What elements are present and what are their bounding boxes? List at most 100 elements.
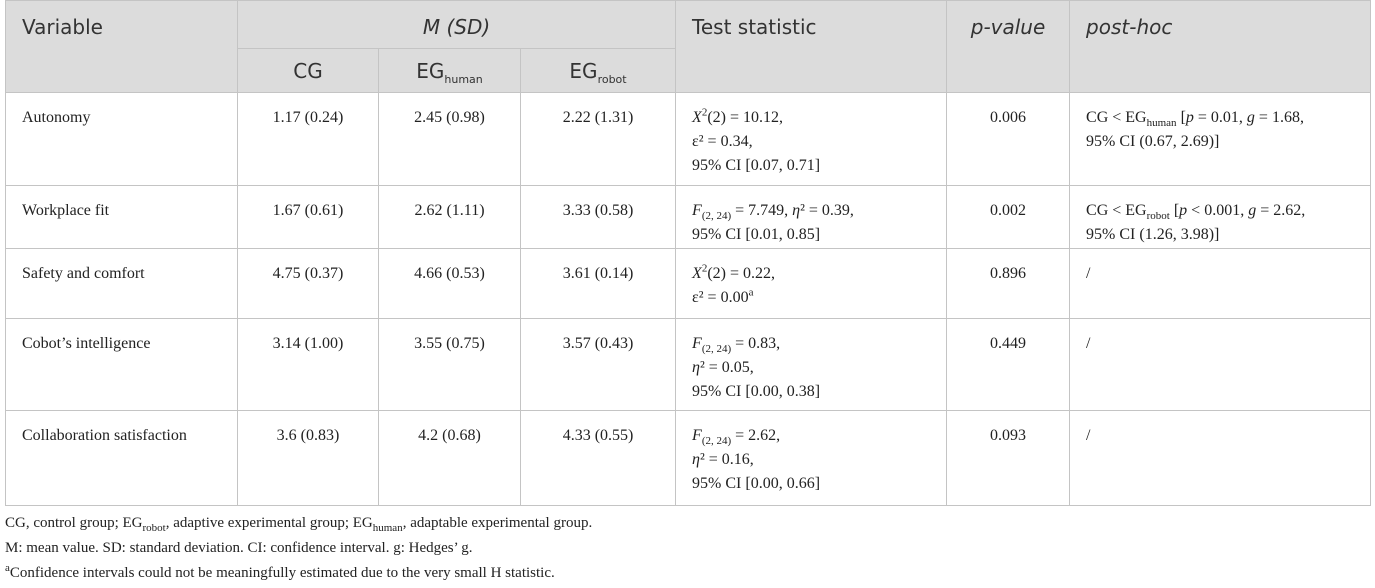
- text-line: 95% CI (1.26, 3.98)]: [1086, 223, 1370, 247]
- table-header: Variable M (SD) Test statistic p-value p…: [5, 0, 1372, 93]
- header-text: M (SD): [422, 15, 491, 39]
- table-row: Workplace fit 1.67 (0.61) 2.62 (1.11) 3.33 …: [5, 185, 1372, 249]
- text-run: = 1.68,: [1254, 109, 1304, 126]
- text-line: 95% CI [0.07, 0.71]: [692, 154, 946, 178]
- value-cell: 4.66 (0.53): [378, 248, 521, 319]
- footnotes: CG, control group; EGrobot, adaptive exp…: [5, 511, 592, 586]
- header-cell: M (SD): [236, 0, 677, 49]
- text-run: p: [1185, 109, 1194, 126]
- text-run: (2, 24): [701, 435, 732, 448]
- text-run: ε² = 0.00: [692, 289, 749, 306]
- text-run: , adaptable experimental group.: [402, 515, 593, 531]
- text-run: (2) = 0.22,: [707, 265, 775, 282]
- text-run: 95% CI [0.07, 0.71]: [692, 157, 821, 174]
- value-cell: 1.17 (0.24): [237, 92, 379, 186]
- value-cell: 2.62 (1.11): [378, 185, 521, 249]
- text-line: 95% CI [0.01, 0.85]: [692, 223, 946, 247]
- value-cell: 3.61 (0.14): [519, 248, 677, 319]
- text-line: 95% CI (0.67, 2.69)]: [1086, 130, 1370, 154]
- value-cell: 4.2 (0.68): [378, 410, 521, 506]
- header-cell: Test statistic: [675, 0, 948, 93]
- text-line: aConfidence intervals could not be meani…: [5, 561, 592, 586]
- text-line: /: [1086, 262, 1370, 286]
- test-cell: X2(2) = 0.22, ε² = 0.00a: [675, 248, 948, 319]
- header-cell: EGrobot: [519, 48, 677, 93]
- text-run: η: [692, 359, 700, 376]
- p-value-cell: 0.449: [946, 318, 1071, 411]
- variable-cell: Collaboration satisfaction: [5, 410, 238, 506]
- text-run: F: [692, 335, 702, 352]
- variable-cell: Autonomy: [5, 92, 238, 186]
- text-line: /: [1086, 332, 1370, 356]
- value-cell: 3.6 (0.83): [237, 410, 379, 506]
- text-line: ε² = 0.34,: [692, 130, 946, 154]
- text-line: /: [1086, 424, 1370, 448]
- text-run: /: [1086, 427, 1091, 444]
- value-cell: 4.33 (0.55): [519, 410, 677, 506]
- text-run: = 2.62,: [731, 427, 781, 444]
- value-cell: 3.55 (0.75): [378, 318, 521, 411]
- text-run: g: [1248, 202, 1257, 219]
- table-row: Cobot’s intelligence 3.14 (1.00) 3.55 (0.7…: [5, 318, 1372, 411]
- text-run: /: [1086, 265, 1091, 282]
- test-cell: F(2, 24) = 2.62, η² = 0.16, 95% CI [0.00, …: [675, 410, 948, 506]
- text-run: F: [692, 202, 702, 219]
- text-run: [: [1176, 109, 1186, 126]
- header-cell: p-value: [946, 0, 1071, 93]
- text-run: robot: [142, 522, 166, 534]
- table-row: Safety and comfort 4.75 (0.37) 4.66 (0.53)…: [5, 248, 1372, 319]
- test-cell: F(2, 24) = 0.83, η² = 0.05, 95% CI [0.00, …: [675, 318, 948, 411]
- text-run: a: [748, 286, 754, 299]
- value-cell: 3.33 (0.58): [519, 185, 677, 249]
- header-text: p-value: [970, 15, 1046, 39]
- text-run: /: [1086, 335, 1091, 352]
- text-run: 95% CI [0.00, 0.38]: [692, 383, 821, 400]
- table-body: Autonomy 1.17 (0.24) 2.45 (0.98) 2.22 (1.31…: [5, 92, 1372, 506]
- text-run: human: [372, 522, 403, 534]
- text-run: EG: [569, 59, 598, 83]
- text-run: Confidence intervals could not be meanin…: [9, 565, 555, 581]
- text-run: = 7.749,: [731, 202, 793, 219]
- value-cell: 3.14 (1.00): [237, 318, 379, 411]
- text-run: g: [1246, 109, 1255, 126]
- posthoc-cell: CG < EGhuman [p = 0.01, g = 1.68, 95% CI …: [1069, 92, 1372, 186]
- text-run: [: [1169, 202, 1180, 219]
- posthoc-cell: CG < EGrobot [p < 0.001, g = 2.62, 95% CI…: [1069, 185, 1372, 249]
- text-run: < 0.001,: [1187, 202, 1249, 219]
- header-text: post-hoc: [1086, 15, 1173, 39]
- text-line: F(2, 24) = 2.62,: [692, 424, 946, 448]
- text-line: M: mean value. SD: standard deviation. C…: [5, 536, 592, 561]
- value-cell: 3.57 (0.43): [519, 318, 677, 411]
- p-value-cell: 0.093: [946, 410, 1071, 506]
- text-line: η² = 0.16,: [692, 448, 946, 472]
- value-cell: 1.67 (0.61): [237, 185, 379, 249]
- posthoc-cell: /: [1069, 410, 1372, 506]
- text-run: F: [692, 427, 702, 444]
- header-cell: post-hoc: [1069, 0, 1372, 93]
- text-line: F(2, 24) = 0.83,: [692, 332, 946, 356]
- text-line: 95% CI [0.00, 0.66]: [692, 472, 946, 496]
- text-run: = 2.62,: [1256, 202, 1306, 219]
- test-cell: X2(2) = 10.12, ε² = 0.34, 95% CI [0.07, 0.…: [675, 92, 948, 186]
- text-run: 2: [701, 262, 708, 275]
- value-cell: 4.75 (0.37): [237, 248, 379, 319]
- variable-cell: Workplace fit: [5, 185, 238, 249]
- text-run: = 0.83,: [731, 335, 781, 352]
- text-run: ² = 0.39,: [800, 202, 854, 219]
- posthoc-cell: /: [1069, 318, 1372, 411]
- text-run: 95% CI (1.26, 3.98)]: [1086, 226, 1220, 243]
- header-cell: EGhuman: [378, 48, 521, 93]
- text-run: 95% CI [0.01, 0.85]: [692, 226, 821, 243]
- text-line: X2(2) = 0.22,: [692, 262, 946, 286]
- text-line: CG, control group; EGrobot, adaptive exp…: [5, 511, 592, 536]
- text-run: human: [1146, 117, 1177, 130]
- posthoc-cell: /: [1069, 248, 1372, 319]
- text-run: a: [5, 562, 10, 574]
- text-run: = 0.01,: [1193, 109, 1247, 126]
- text-line: η² = 0.05,: [692, 356, 946, 380]
- p-value-cell: 0.896: [946, 248, 1071, 319]
- text-run: , adaptive experimental group; EG: [165, 515, 373, 531]
- p-value-cell: 0.006: [946, 92, 1071, 186]
- results-table: Variable M (SD) Test statistic p-value p…: [5, 0, 1372, 506]
